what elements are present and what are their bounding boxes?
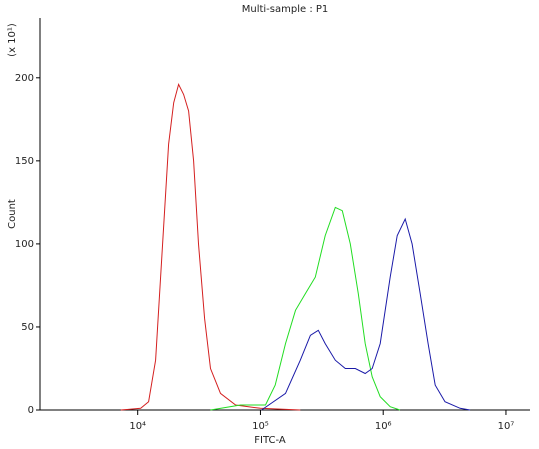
y-tick-label: 200 — [15, 73, 34, 84]
chart-title: Multi-sample : P1 — [242, 4, 329, 15]
histogram-line — [120, 82, 301, 411]
x-tick-label: 10⁶ — [375, 421, 392, 432]
y-axis-label: Count — [7, 199, 18, 229]
y-tick-label: 100 — [15, 239, 34, 250]
x-axis-label: FITC-A — [254, 435, 286, 446]
x-tick-label: 10⁵ — [252, 421, 269, 432]
x-tick-label: 10⁷ — [498, 421, 515, 432]
histogram-line — [261, 217, 471, 411]
y-tick-label: 50 — [21, 322, 34, 333]
y-multiplier: (x 10¹) — [7, 23, 18, 57]
x-tick-label: 10⁴ — [129, 421, 146, 432]
y-tick-label: 150 — [15, 156, 34, 167]
y-tick-label: 0 — [28, 405, 34, 416]
histogram-line — [210, 206, 401, 411]
